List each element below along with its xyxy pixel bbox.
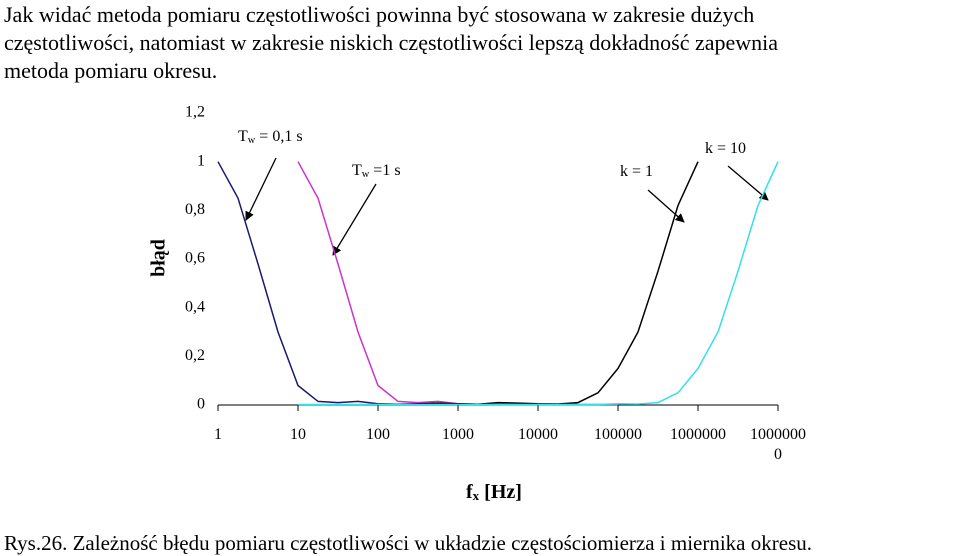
- series-line: [298, 161, 779, 406]
- y-tick-label: 0,8: [185, 201, 205, 218]
- y-tick-label: 1,2: [185, 104, 205, 121]
- annotation-main: k = 1: [620, 163, 653, 180]
- y-tick-label: 0,4: [185, 298, 205, 315]
- x-tick-label: 1000: [442, 426, 474, 443]
- y-tick-label: 0,6: [185, 250, 205, 267]
- annotation-sub: w: [248, 135, 256, 146]
- annotation-rest: =1 s: [369, 162, 400, 179]
- arrows: [245, 157, 769, 256]
- y-tick-label: 0,2: [185, 347, 205, 364]
- y-axis-label: błąd: [148, 239, 170, 277]
- series-line: [297, 161, 618, 406]
- annotation: Tw =1 s: [352, 162, 401, 181]
- annotation-main: T: [352, 162, 362, 179]
- annotation-sub: x: [473, 488, 480, 503]
- x-tick-label: 10000: [518, 426, 558, 443]
- series-line: [378, 161, 699, 406]
- annotation: k = 10: [705, 140, 746, 157]
- paragraph-line: Jak widać metoda pomiaru częstotliwości …: [4, 2, 755, 27]
- x-tick-label: 100: [366, 426, 390, 443]
- paragraph-line: częstotliwości, natomiast w zakresie nis…: [4, 30, 779, 55]
- annotation: Tw = 0,1 s: [238, 128, 303, 147]
- annotation-rest: [Hz]: [479, 481, 522, 503]
- x-tick-label: 10: [290, 426, 306, 443]
- annotation-rest: = 0,1 s: [255, 128, 302, 145]
- annotation: k = 1: [620, 163, 653, 180]
- x-axis-label: fx [Hz]: [466, 481, 522, 503]
- annotation-main: f: [466, 481, 473, 503]
- y-tick-label: 1: [197, 152, 205, 169]
- caption: Rys.26. Zależność błędu pomiaru częstotl…: [4, 531, 812, 555]
- annotation-main: k = 10: [705, 140, 746, 157]
- x-tick-label: 1: [214, 426, 222, 443]
- x-tick-label: 100000: [594, 426, 642, 443]
- paragraph-line: metoda pomiaru okresu.: [4, 58, 218, 83]
- y-tick-label: 0: [197, 396, 205, 413]
- series-line: [217, 161, 578, 406]
- x-tick-label: 10000000: [750, 426, 806, 463]
- annotation-main: T: [238, 128, 248, 145]
- x-tick-label: 1000000: [670, 426, 726, 443]
- annotation-sub: w: [362, 169, 370, 180]
